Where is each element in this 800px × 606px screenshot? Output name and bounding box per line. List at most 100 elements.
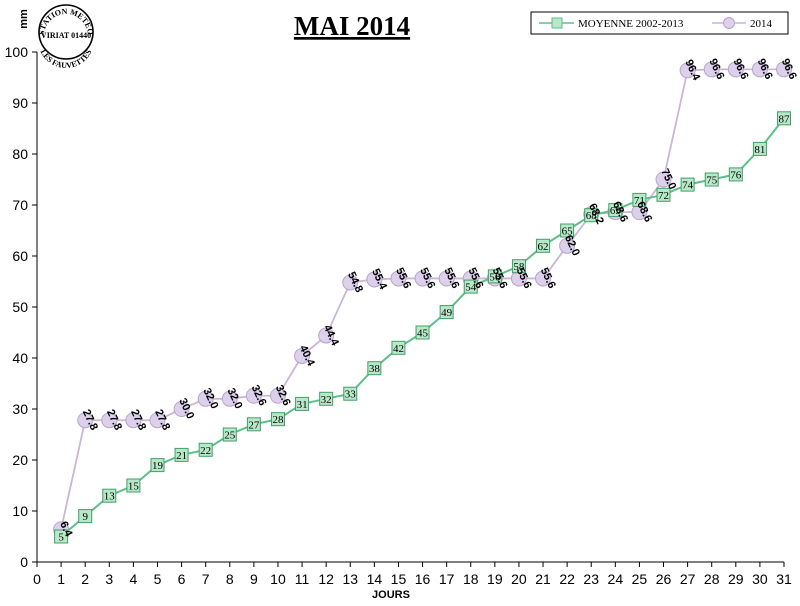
series-moyenne-point bbox=[632, 192, 647, 207]
series-moyenne-point bbox=[391, 340, 406, 355]
x-tick-label: 5 bbox=[154, 571, 162, 587]
y-tick-label: 30 bbox=[12, 401, 28, 417]
series-moyenne-data-label: 54 bbox=[465, 282, 477, 294]
series-2014-point bbox=[438, 270, 455, 287]
series-2014-point bbox=[221, 390, 238, 407]
x-tick-label: 15 bbox=[391, 571, 407, 587]
chart-title: MAI 2014 bbox=[294, 11, 410, 41]
series-moyenne-point bbox=[584, 208, 599, 223]
series-moyenne-point bbox=[78, 509, 93, 524]
x-tick-label: 12 bbox=[318, 571, 334, 587]
series-2014-point bbox=[535, 270, 552, 287]
series-moyenne: 5 9 13 15 19 21 22 25 27 28 31 32 33 38 42 45 49 54 56 58 62… bbox=[54, 111, 791, 544]
x-tick-label: 25 bbox=[632, 571, 648, 587]
x-tick-label: 30 bbox=[752, 571, 768, 587]
x-tick-label: 4 bbox=[129, 571, 137, 587]
series-moyenne-data-label: 13 bbox=[104, 491, 116, 503]
series-moyenne-data-label: 32 bbox=[321, 394, 332, 406]
y-tick-label: 40 bbox=[12, 350, 28, 366]
series-2014-point bbox=[342, 274, 359, 291]
series-2014-point bbox=[149, 412, 166, 429]
y-tick-label: 10 bbox=[12, 503, 28, 519]
series-moyenne-data-label: 58 bbox=[513, 261, 525, 273]
series-moyenne-point bbox=[222, 427, 237, 442]
series-moyenne-point bbox=[150, 458, 165, 473]
series-2014-point bbox=[703, 61, 720, 78]
series-moyenne-data-label: 15 bbox=[128, 481, 140, 493]
x-tick-label: 8 bbox=[226, 571, 234, 587]
x-tick-label: 14 bbox=[367, 571, 383, 587]
series-moyenne-point bbox=[728, 167, 743, 182]
x-tick-label: 11 bbox=[295, 571, 310, 587]
x-tick-label: 6 bbox=[178, 571, 186, 587]
series-moyenne-point bbox=[270, 412, 285, 427]
series-2014-point bbox=[559, 237, 576, 254]
series-moyenne-data-label: 45 bbox=[417, 328, 429, 340]
series-moyenne-data-label: 33 bbox=[345, 389, 357, 401]
series-moyenne-data-label: 69 bbox=[610, 205, 622, 217]
legend-2014-label: 2014 bbox=[750, 18, 773, 30]
legend-box bbox=[530, 11, 789, 35]
series-moyenne-data-label: 62 bbox=[538, 241, 549, 253]
series-moyenne-data-label: 87 bbox=[779, 113, 791, 125]
series-moyenne-point bbox=[319, 391, 334, 406]
x-tick-label: 24 bbox=[608, 571, 624, 587]
series-moyenne-data-label: 21 bbox=[176, 450, 187, 462]
series-2014-point bbox=[197, 390, 214, 407]
y-tick-label: 70 bbox=[12, 197, 28, 213]
series-moyenne-data-label: 22 bbox=[200, 445, 211, 457]
series-moyenne-data-label: 72 bbox=[658, 190, 669, 202]
series-moyenne-data-label: 65 bbox=[562, 226, 574, 238]
series-moyenne-point bbox=[656, 187, 671, 202]
series-2014-point bbox=[294, 347, 311, 364]
x-tick-label: 1 bbox=[57, 571, 65, 587]
series-2014-point bbox=[390, 270, 407, 287]
x-tick-label: 28 bbox=[704, 571, 720, 587]
y-tick-label: 60 bbox=[12, 248, 28, 264]
series-moyenne-data-label: 5 bbox=[58, 532, 64, 544]
series-moyenne-data-label: 38 bbox=[369, 363, 381, 375]
x-tick-label: 18 bbox=[463, 571, 479, 587]
x-tick-label: 20 bbox=[511, 571, 527, 587]
y-axis-title: mm bbox=[18, 9, 30, 29]
series-moyenne-point bbox=[608, 203, 623, 218]
y-tick-label: 20 bbox=[12, 452, 28, 468]
legend-avg-marker bbox=[551, 17, 563, 29]
series-moyenne-data-label: 28 bbox=[272, 414, 284, 426]
x-tick-label: 16 bbox=[415, 571, 431, 587]
series-moyenne-data-label: 25 bbox=[224, 430, 236, 442]
series-moyenne-data-label: 49 bbox=[441, 307, 453, 319]
series-2014-point bbox=[366, 271, 383, 288]
series-moyenne-data-label: 9 bbox=[82, 511, 88, 523]
series-2014-point bbox=[77, 412, 94, 429]
series-moyenne-point bbox=[439, 305, 454, 320]
series-moyenne-data-label: 68 bbox=[586, 210, 598, 222]
x-tick-label: 23 bbox=[583, 571, 599, 587]
series-moyenne-point bbox=[415, 325, 430, 340]
y-tick-label: 50 bbox=[12, 299, 28, 315]
x-tick-label: 7 bbox=[202, 571, 210, 587]
series-2014-point bbox=[776, 61, 792, 78]
x-tick-label: 2 bbox=[81, 571, 89, 587]
series-moyenne-data-label: 31 bbox=[297, 399, 308, 411]
x-tick-label: 17 bbox=[439, 571, 455, 587]
x-tick-label: 10 bbox=[270, 571, 286, 587]
series-moyenne-point bbox=[560, 223, 575, 238]
series-2014-point bbox=[414, 270, 431, 287]
series-moyenne-point bbox=[487, 269, 502, 284]
x-tick-label: 0 bbox=[33, 571, 41, 587]
series-moyenne-point bbox=[463, 279, 478, 294]
series-2014-point bbox=[245, 387, 262, 404]
x-tick-label: 31 bbox=[776, 571, 792, 587]
y-tick-label: 90 bbox=[12, 95, 28, 111]
series-2014-point bbox=[679, 62, 696, 79]
series-2014-point bbox=[751, 61, 768, 78]
series-moyenne-point bbox=[343, 386, 358, 401]
series-moyenne-point bbox=[536, 238, 551, 253]
x-tick-label: 9 bbox=[250, 571, 258, 587]
x-axis-title: JOURS bbox=[372, 589, 410, 601]
series-2014-point bbox=[727, 61, 744, 78]
stamp-line2: VIRIAT 01440 bbox=[41, 31, 91, 40]
x-tick-label: 21 bbox=[535, 571, 551, 587]
series-2014-point bbox=[655, 171, 672, 188]
